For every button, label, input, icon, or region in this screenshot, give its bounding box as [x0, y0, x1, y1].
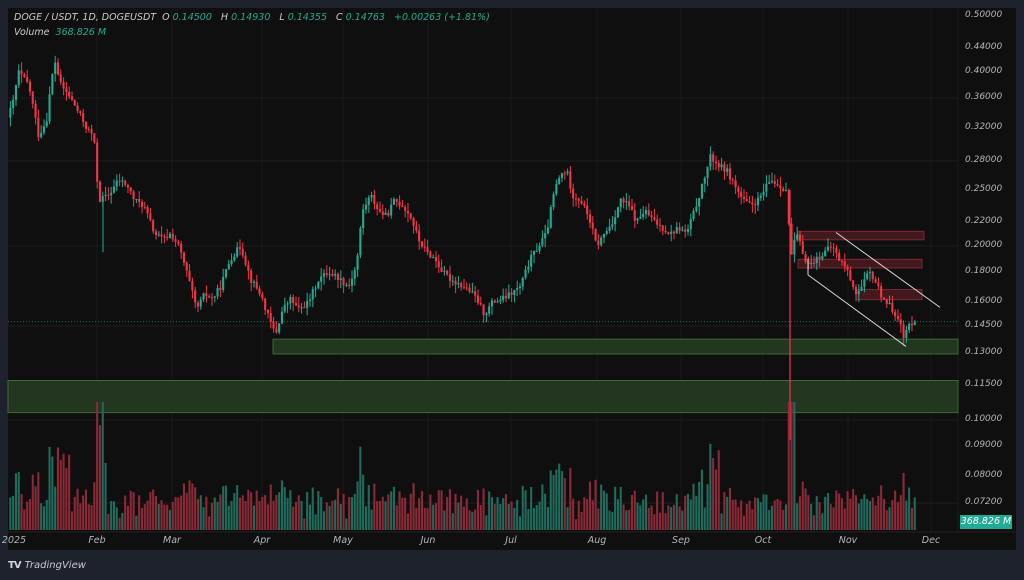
- time-tick-label: Jun: [420, 535, 436, 546]
- change-value: +0.00263 (+1.81%): [394, 12, 490, 23]
- tradingview-logo-icon: TV: [8, 560, 22, 571]
- volume-label[interactable]: Volume: [14, 27, 50, 38]
- brand-name: TradingView: [24, 560, 86, 571]
- time-tick-label: 2025: [1, 535, 27, 546]
- price-tick-label: 0.28000: [965, 155, 1003, 165]
- ohlc-row: DOGE / USDT, 1D, DOGEUSDT O 0.14500 H 0.14…: [14, 12, 490, 23]
- high-value: 0.14930: [231, 12, 271, 23]
- price-tick-label: 0.16000: [965, 296, 1003, 306]
- time-tick-label: Nov: [838, 535, 858, 546]
- low-value: 0.14355: [287, 12, 327, 23]
- price-tick-label: 0.13000: [965, 347, 1003, 357]
- price-tick-label: 0.11500: [965, 379, 1003, 389]
- time-tick-label: Oct: [754, 535, 772, 546]
- price-tick-label: 0.32000: [965, 122, 1003, 132]
- volume-value: 368.826 M: [55, 27, 107, 38]
- time-tick-label: Dec: [921, 535, 941, 546]
- price-tick-label: 0.08000: [965, 470, 1003, 480]
- price-tick-label: 0.09000: [965, 440, 1003, 450]
- volume-badge: 368.826 M: [960, 515, 1012, 529]
- price-tick-label: 0.10000: [965, 414, 1003, 424]
- price-tick-label: 0.14500: [965, 320, 1003, 330]
- volume-row: Volume 368.826 M: [14, 25, 493, 40]
- chart-legend: DOGE / USDT, 1D, DOGEUSDT O 0.14500 H 0.14…: [14, 10, 493, 40]
- footer: TV TradingView: [8, 560, 86, 571]
- time-tick-label: May: [333, 535, 353, 546]
- time-tick-label: Jul: [505, 535, 517, 546]
- price-tick-label: 0.36000: [965, 92, 1003, 102]
- price-tick-label: 0.25000: [965, 184, 1003, 194]
- close-value: 0.14763: [345, 12, 385, 23]
- price-tick-label: 0.22000: [965, 216, 1003, 226]
- time-tick-label: Aug: [587, 535, 607, 546]
- price-tick-label: 0.20000: [965, 240, 1003, 250]
- time-tick-label: Feb: [88, 535, 106, 546]
- price-tick-label: 0.07200: [965, 497, 1003, 507]
- price-tick-label: 0.50000: [965, 10, 1003, 20]
- time-tick-label: Apr: [253, 535, 271, 546]
- open-value: 0.14500: [172, 12, 212, 23]
- time-tick-label: Mar: [163, 535, 181, 546]
- price-tick-label: 0.40000: [965, 66, 1003, 76]
- time-axis[interactable]: 2025 Feb Mar Apr May Jun Jul Aug Sep Oct Nov Dec: [2, 532, 958, 550]
- symbol-title[interactable]: DOGE / USDT, 1D, DOGEUSDT: [14, 12, 157, 23]
- price-tick-label: 0.44000: [965, 42, 1003, 52]
- time-tick-label: Sep: [672, 535, 690, 546]
- price-tick-label: 0.18000: [965, 266, 1003, 276]
